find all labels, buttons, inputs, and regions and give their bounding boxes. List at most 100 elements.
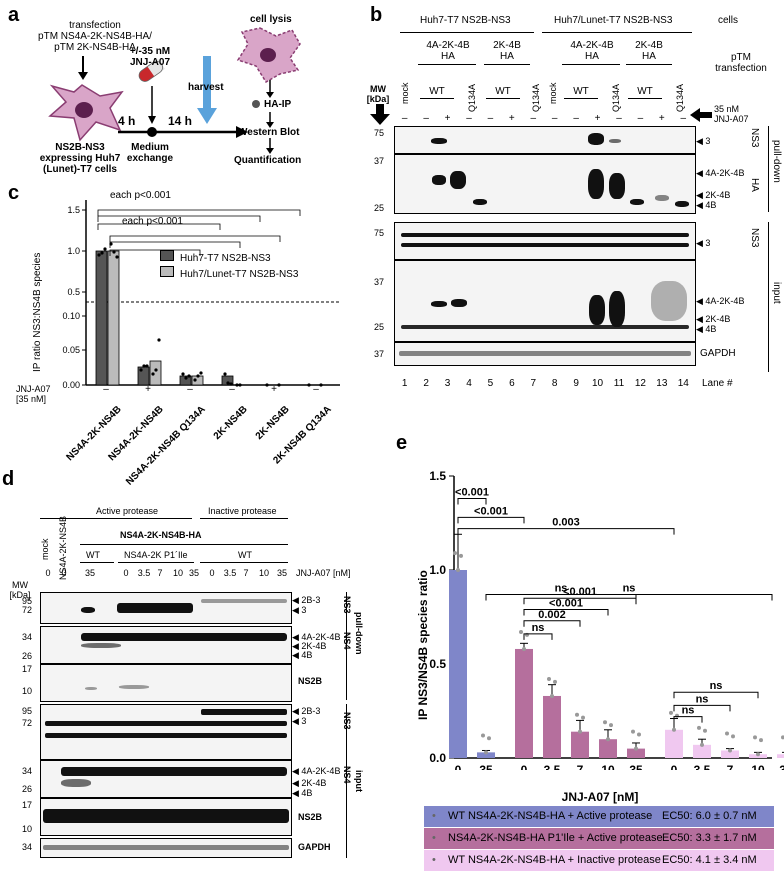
e-bar <box>777 754 784 758</box>
e-bar <box>449 570 467 758</box>
d-in-bracket <box>346 704 347 858</box>
e-point <box>669 710 673 715</box>
b-c1-a-l1: 4A-2K-4B <box>426 40 470 51</box>
c-legend-2: Huh7/Lunet-T7 NS2B-NS3 <box>160 266 298 282</box>
cells-text: NS2B-NS3 expressing Huh7 (Lunet)-T7 cell… <box>30 142 130 175</box>
d-wt2-line <box>200 562 288 563</box>
e-bar <box>477 752 495 758</box>
d-lbl-2kb: ◀ 2K-4B <box>292 778 327 788</box>
d-ab-ns4-a: NS4 <box>342 632 352 650</box>
b-pd-bracket <box>768 126 769 212</box>
c-sign-5: – <box>313 384 319 395</box>
c-sign-1: + <box>145 384 151 395</box>
b-lbl-4a: ◀ 4A-2K-4B <box>696 168 745 178</box>
step-lysis: cell lysis <box>250 14 292 25</box>
e-sig-label: ns <box>532 622 545 634</box>
e-xtick-label: 0 <box>671 763 678 770</box>
e-ytick-label: 0.5 <box>429 657 446 671</box>
d-lbl-3a-t: 3 <box>301 605 307 615</box>
b-ab-gapdh: GAPDH <box>700 348 736 359</box>
d-conc-9: 3.5 <box>223 568 237 578</box>
e-xtick-label: 0 <box>455 763 462 770</box>
b-sign-10: + <box>594 113 601 124</box>
e-xlabel: JNJ-A07 [nM] <box>561 790 639 804</box>
b-input: input <box>771 282 782 304</box>
e-legend-name: WT NS4A-2K-NS4B-HA + Inactive protease <box>448 854 661 866</box>
schematic-drawing <box>48 27 301 154</box>
c-sig-bracket <box>109 249 201 256</box>
e-point <box>759 738 763 743</box>
e-ytick-label: 1.0 <box>429 563 446 577</box>
d-active-line <box>40 518 192 519</box>
c-point <box>229 382 233 386</box>
e-point <box>453 551 457 556</box>
c-sig-bracket <box>97 209 301 216</box>
c-categories: NS4A-2K-NS4B NS4A-2K-NS4B NS4A-2K-NS4B Q13… <box>0 404 360 488</box>
c-point <box>193 378 197 382</box>
d-pulldown: pull-down <box>354 612 364 655</box>
b-c1a-line <box>418 64 476 65</box>
c-drug-l2: [35 nM] <box>16 394 47 404</box>
d-lbl-2kb-t: 2K-4B <box>301 778 327 788</box>
b-q-4: Q134A <box>675 83 685 112</box>
e-point <box>634 746 638 751</box>
b-lbl-3b: ◀ 3 <box>696 238 711 248</box>
e-xtick-label: 35 <box>629 763 643 770</box>
e-xtick-label: 35 <box>479 763 493 770</box>
c-bar <box>149 360 162 386</box>
e-bar <box>543 695 561 758</box>
b-c1b-line <box>562 64 620 65</box>
e-point <box>481 733 485 738</box>
c-sig-bracket <box>97 215 261 222</box>
d-blot-ns3-pd <box>40 592 292 624</box>
e-chart: 0.00.51.01.503503.57103503.571035<0.001<… <box>429 469 784 770</box>
c-sig-bracket <box>97 223 221 230</box>
b-ptm-l2: transfection <box>715 63 767 74</box>
c-chart: 1.5 1.0 0.5 0.10 0.05 0.00 <box>62 200 340 390</box>
b-blot-ha-pd <box>394 154 696 214</box>
e-bar <box>571 731 589 758</box>
d-wt1-line <box>80 562 114 563</box>
d-m95-b: 95 <box>22 706 33 716</box>
e-sig-label: ns <box>710 680 723 692</box>
c-ytick-label: 1.0 <box>67 246 80 256</box>
e-xtick-label: 10 <box>751 763 765 770</box>
e-legend-ec50: EC50: 6.0 ± 0.7 nM <box>662 810 757 822</box>
d-ab-ns3-a: NS3 <box>342 596 352 614</box>
b-blot-ha-in <box>394 260 696 342</box>
e-point <box>637 732 641 737</box>
c-sig-bracket <box>109 235 281 242</box>
transfection-line-2: pTM NS4A-2K-NS4B-HA/ <box>38 31 152 42</box>
b-lbl-3a: ◀ 3 <box>696 136 711 146</box>
d-construct: NS4A-2K-NS4B-HA <box>120 530 202 540</box>
c-ytick-label: 0.00 <box>62 380 80 390</box>
e-point <box>553 679 557 684</box>
b-mw37-b: 37 <box>374 277 385 287</box>
b-c1-a-l2: HA <box>441 51 455 62</box>
e-legend: • WT NS4A-2K-NS4B-HA + Active protease EC5… <box>424 806 774 871</box>
b-c2-a-l2: HA <box>500 51 514 62</box>
b-lane-12: 12 <box>634 378 646 389</box>
d-lbl-2b3a-t: 2B-3 <box>301 595 321 605</box>
b-sign-3: + <box>444 113 451 124</box>
b-lane-2: 2 <box>423 378 429 389</box>
e-sig-bracket <box>485 593 773 601</box>
c-bar <box>221 375 234 386</box>
panel-e-letter: e <box>396 432 408 454</box>
b-q-2: Q134A <box>531 83 541 112</box>
c-point <box>226 381 230 385</box>
e-point <box>456 568 460 572</box>
b-mw-l2: [kDa] <box>366 94 390 104</box>
c-point <box>142 364 146 368</box>
b-sign-4: – <box>466 113 472 124</box>
e-point <box>547 677 551 682</box>
b-lane-13: 13 <box>656 378 668 389</box>
b-c2-b: 2K-4B HA <box>628 40 670 62</box>
e-xtick-label: 10 <box>601 763 615 770</box>
e-point <box>731 734 735 739</box>
e-point <box>631 729 635 734</box>
b-lbl-4a2: ◀ 4A-2K-4B <box>696 296 745 306</box>
e-sig-label: 0.003 <box>552 517 580 529</box>
b-mock-1: mock <box>400 82 410 104</box>
e-point <box>581 715 585 720</box>
